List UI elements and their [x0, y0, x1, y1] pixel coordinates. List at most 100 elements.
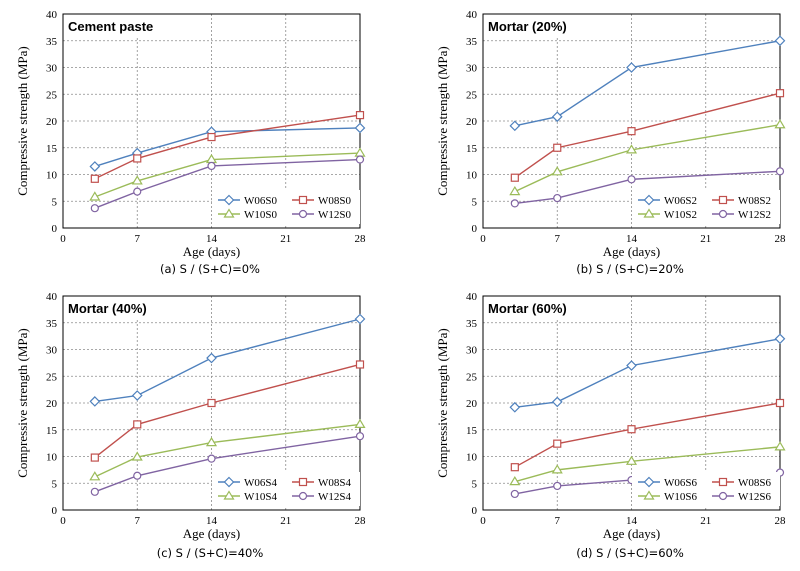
y-tick-label-a-1: 5 [52, 196, 58, 208]
x-tick-label-d-2: 14 [626, 515, 638, 527]
legend-label-a-0: W06S0 [244, 195, 278, 207]
chart-b-svg: 0 5 10 15 20 25 30 35 40 0 7 14 21 28 Age (days) Compre… [435, 9, 786, 259]
legend-marker-b-2 [643, 208, 655, 218]
x-tick-label-c-4: 28 [355, 515, 367, 527]
x-tick-label-a-0: 0 [60, 233, 66, 245]
data-point-d-2-1 [551, 464, 563, 474]
y-tick-label-a-2: 10 [46, 170, 58, 182]
legend-marker-c-0 [223, 476, 235, 488]
x-tick-label-a-3: 21 [280, 233, 291, 245]
y-tick-label-b-3: 15 [466, 143, 478, 155]
y-tick-label-d-7: 35 [466, 318, 478, 330]
legend-label-b-0: W06S2 [664, 195, 697, 207]
series-line-c-0 [94, 318, 361, 403]
series-c-3 [90, 432, 365, 496]
legend-label-b-2: W10S2 [664, 209, 697, 221]
data-point-a-1-0 [90, 174, 99, 183]
series-b-3 [510, 167, 785, 208]
data-point-b-0-2 [626, 62, 637, 73]
data-point-a-0-0 [89, 161, 101, 172]
y-tick-label-b-2: 10 [466, 170, 478, 182]
y-tick-label-b-5: 25 [466, 89, 478, 101]
legend-marker-d-2 [643, 490, 655, 500]
data-point-b-3-1 [553, 193, 562, 203]
data-point-b-1-0 [510, 173, 519, 182]
caption-a: (a) S / (S+C)=0% [160, 262, 260, 276]
data-point-c-2-1 [131, 451, 143, 461]
legend-label-c-2: W10S4 [244, 491, 278, 503]
legend-label-b-1: W08S2 [738, 195, 771, 207]
y-tick-label-a-6: 30 [46, 63, 58, 75]
x-axis-label-b: Age (days) [603, 244, 660, 259]
legend-c: W06S4 W08S4 W10S4 W12S4 [212, 472, 360, 506]
legend-label-d-3: W12S6 [738, 491, 772, 503]
y-tick-label-a-5: 25 [46, 89, 58, 101]
y-tick-label-d-3: 15 [466, 425, 478, 437]
series-d-0 [509, 333, 786, 413]
y-tick-label-c-1: 5 [52, 478, 58, 490]
data-point-b-2-2 [625, 144, 638, 154]
x-tick-label-c-1: 7 [135, 515, 141, 527]
legend-label-a-3: W12S0 [318, 209, 352, 221]
x-tick-label-c-2: 14 [206, 515, 218, 527]
legend-label-c-1: W08S4 [318, 477, 352, 489]
chart-a-svg: 0 5 10 15 20 25 30 35 40 0 7 14 21 28 Age (days) Compre… [15, 9, 366, 259]
data-point-a-3-0 [90, 204, 99, 213]
y-axis-label-c: Compressive strength (MPa) [15, 328, 30, 477]
data-point-b-0-0 [509, 120, 521, 132]
data-point-a-1-1 [133, 154, 142, 163]
x-tick-label-c-3: 21 [280, 515, 291, 527]
series-c-1 [90, 360, 365, 462]
y-tick-label-c-3: 15 [46, 425, 58, 437]
series-line-c-3 [94, 435, 361, 493]
data-point-c-3-1 [133, 471, 142, 480]
data-point-b-1-3 [775, 89, 785, 98]
y-tick-label-b-0: 0 [472, 223, 478, 235]
y-tick-label-a-4: 20 [46, 116, 58, 128]
series-line-a-1 [94, 114, 361, 180]
caption-b: (b) S / (S+C)=20% [576, 262, 684, 276]
y-tick-label-d-6: 30 [466, 345, 478, 357]
series-line-b-0 [514, 40, 781, 127]
caption-d: (d) S / (S+C)=60% [576, 546, 684, 560]
x-tick-label-b-2: 14 [626, 233, 638, 245]
x-axis-label-d: Age (days) [603, 526, 660, 541]
legend-marker-b-0 [643, 194, 655, 206]
data-point-b-0-1 [551, 111, 563, 123]
data-point-d-2-0 [509, 475, 521, 486]
data-point-c-1-1 [133, 420, 142, 429]
y-tick-label-b-7: 35 [466, 36, 478, 48]
data-point-a-3-1 [133, 187, 142, 196]
data-point-c-1-0 [90, 453, 99, 462]
series-c-0 [89, 313, 366, 407]
title-box-b [483, 14, 610, 37]
y-tick-label-c-2: 10 [46, 452, 58, 464]
data-point-d-3-0 [510, 489, 519, 499]
data-point-c-2-3 [354, 418, 366, 428]
legend-marker-d-1 [718, 477, 728, 487]
y-tick-label-d-8: 40 [466, 291, 478, 303]
y-tick-label-a-7: 35 [46, 36, 58, 48]
chart-panel-b: 0 5 10 15 20 25 30 35 40 0 7 14 21 28 Age (days) Compre… [420, 0, 800, 285]
y-tick-label-b-4: 20 [466, 116, 478, 128]
x-tick-label-d-3: 21 [700, 515, 711, 527]
data-point-c-3-2 [207, 454, 216, 463]
data-point-d-1-0 [510, 463, 519, 472]
series-line-b-2 [514, 124, 781, 193]
series-line-b-1 [514, 92, 781, 179]
series-line-d-1 [514, 402, 781, 468]
legend-marker-c-2 [223, 490, 235, 500]
y-axis-label-a: Compressive strength (MPa) [15, 46, 30, 195]
y-tick-label-b-6: 30 [466, 63, 478, 75]
chart-title-b: Mortar (20%) [488, 19, 567, 34]
legend-marker-a-2 [223, 208, 235, 218]
y-tick-label-c-6: 30 [46, 345, 58, 357]
data-point-d-2-2 [625, 455, 638, 465]
legend-label-d-1: W08S6 [738, 477, 772, 489]
data-point-d-2-3 [774, 441, 786, 451]
x-tick-label-b-3: 21 [700, 233, 711, 245]
y-tick-label-b-1: 5 [472, 196, 478, 208]
y-tick-label-c-5: 25 [46, 371, 58, 383]
chart-d-svg: 0 5 10 15 20 25 30 35 40 0 7 14 21 28 Age (days) Compre… [435, 291, 786, 541]
